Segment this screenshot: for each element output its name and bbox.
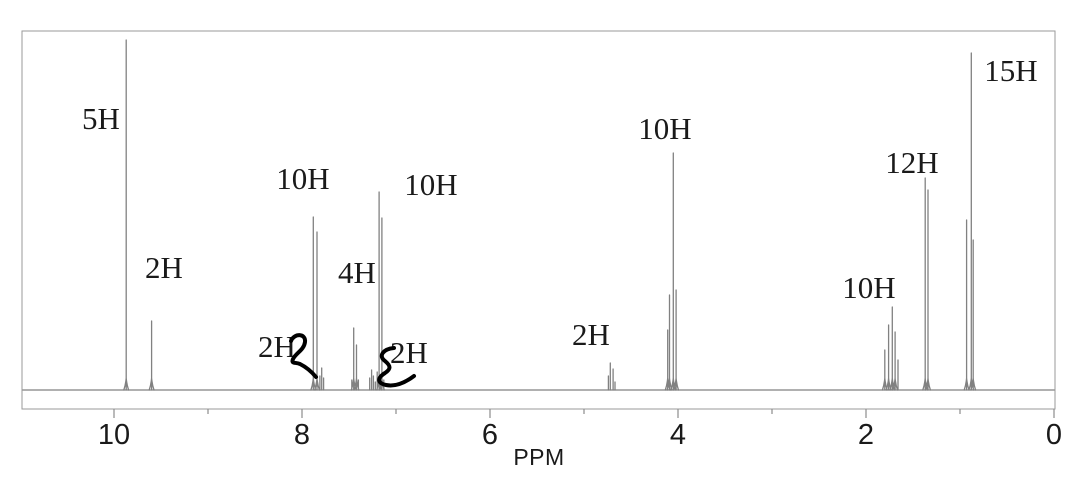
x-tick-label: 0 [1046, 419, 1062, 451]
x-axis-ticks [113, 409, 1055, 418]
x-axis-title: PPM [513, 444, 565, 470]
x-tick-label: 2 [858, 419, 874, 451]
x-tick-label: 6 [482, 419, 498, 451]
x-tick-label: 8 [294, 419, 310, 451]
integration-label: 4H [338, 255, 376, 290]
integration-label: 10H [276, 161, 329, 196]
x-tick-label: 10 [98, 419, 130, 451]
integration-label: 2H [258, 329, 296, 364]
squiggle-arrow-left [289, 333, 318, 379]
plot-frame [21, 30, 1056, 410]
integration-label: 12H [885, 145, 938, 180]
spectrum-peaks [123, 39, 977, 391]
integration-label: 10H [404, 167, 457, 202]
integration-label: 2H [572, 317, 610, 352]
integration-label: 10H [638, 111, 691, 146]
squiggle-arrow-right [377, 346, 416, 388]
integration-label: 2H [390, 335, 428, 370]
x-tick-label: 4 [670, 419, 686, 451]
integration-label: 10H [842, 270, 895, 305]
integration-label: 15H [984, 53, 1037, 88]
integration-label: 2H [145, 250, 183, 285]
integration-label: 5H [82, 101, 120, 136]
